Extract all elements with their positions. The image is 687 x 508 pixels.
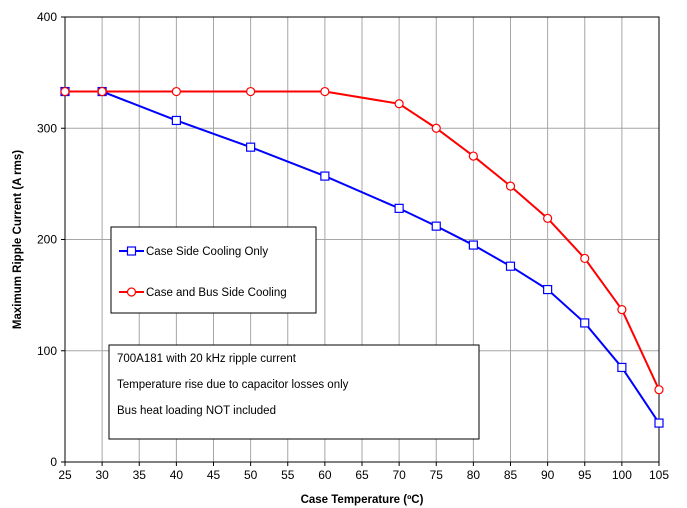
y-axis-title: Maximum Ripple Current (A rms) [12, 150, 24, 329]
y-tick-label: 200 [37, 233, 57, 247]
annotation-line: Bus heat loading NOT included [117, 405, 276, 417]
x-tick-label: 35 [133, 468, 147, 482]
x-tick-label: 55 [281, 468, 295, 482]
data-point [469, 241, 477, 249]
data-point [581, 254, 589, 262]
data-point [247, 143, 255, 151]
data-point [247, 88, 255, 96]
data-point [321, 172, 329, 180]
data-point [395, 204, 403, 212]
data-point [172, 88, 180, 96]
x-tick-label: 25 [58, 468, 72, 482]
annotation-line: 700A181 with 20 kHz ripple current [117, 353, 297, 365]
data-point [61, 88, 69, 96]
data-point [618, 363, 626, 371]
x-tick-label: 45 [207, 468, 221, 482]
x-tick-label: 100 [612, 468, 632, 482]
legend-box [111, 227, 316, 313]
legend-marker [128, 288, 136, 296]
x-tick-label: 40 [170, 468, 184, 482]
data-point [432, 124, 440, 132]
data-point [544, 214, 552, 222]
data-point [544, 286, 552, 294]
y-tick-label: 100 [37, 344, 57, 358]
y-tick-label: 300 [37, 121, 57, 135]
legend: Case Side Cooling Only Case and Bus Side … [111, 227, 316, 313]
y-tick-label: 400 [37, 10, 57, 24]
data-point [655, 386, 663, 394]
annotation-line: Temperature rise due to capacitor losses… [117, 379, 349, 391]
x-tick-label: 65 [355, 468, 369, 482]
data-point [618, 306, 626, 314]
x-tick-label: 90 [541, 468, 555, 482]
x-tick-label: 80 [467, 468, 481, 482]
data-point [469, 152, 477, 160]
y-tick-label: 0 [50, 455, 57, 469]
data-point [581, 319, 589, 327]
data-point [507, 262, 515, 270]
legend-label: Case and Bus Side Cooling [146, 287, 287, 299]
x-tick-label: 30 [95, 468, 109, 482]
x-tick-label: 75 [430, 468, 444, 482]
x-tick-label: 70 [392, 468, 406, 482]
legend-label: Case Side Cooling Only [146, 246, 268, 258]
data-point [432, 222, 440, 230]
data-point [395, 100, 403, 108]
data-point [172, 116, 180, 124]
x-tick-label: 85 [504, 468, 518, 482]
x-tick-label: 95 [578, 468, 592, 482]
data-point [507, 182, 515, 190]
x-tick-label: 50 [244, 468, 258, 482]
x-axis-title: Case Temperature (ºC) [301, 494, 424, 506]
legend-marker [128, 247, 136, 255]
x-tick-label: 105 [649, 468, 669, 482]
data-point [98, 88, 106, 96]
data-point [321, 88, 329, 96]
annotation-box: 700A181 with 20 kHz ripple current Temper… [109, 345, 479, 439]
data-point [655, 419, 663, 427]
x-tick-label: 60 [318, 468, 332, 482]
